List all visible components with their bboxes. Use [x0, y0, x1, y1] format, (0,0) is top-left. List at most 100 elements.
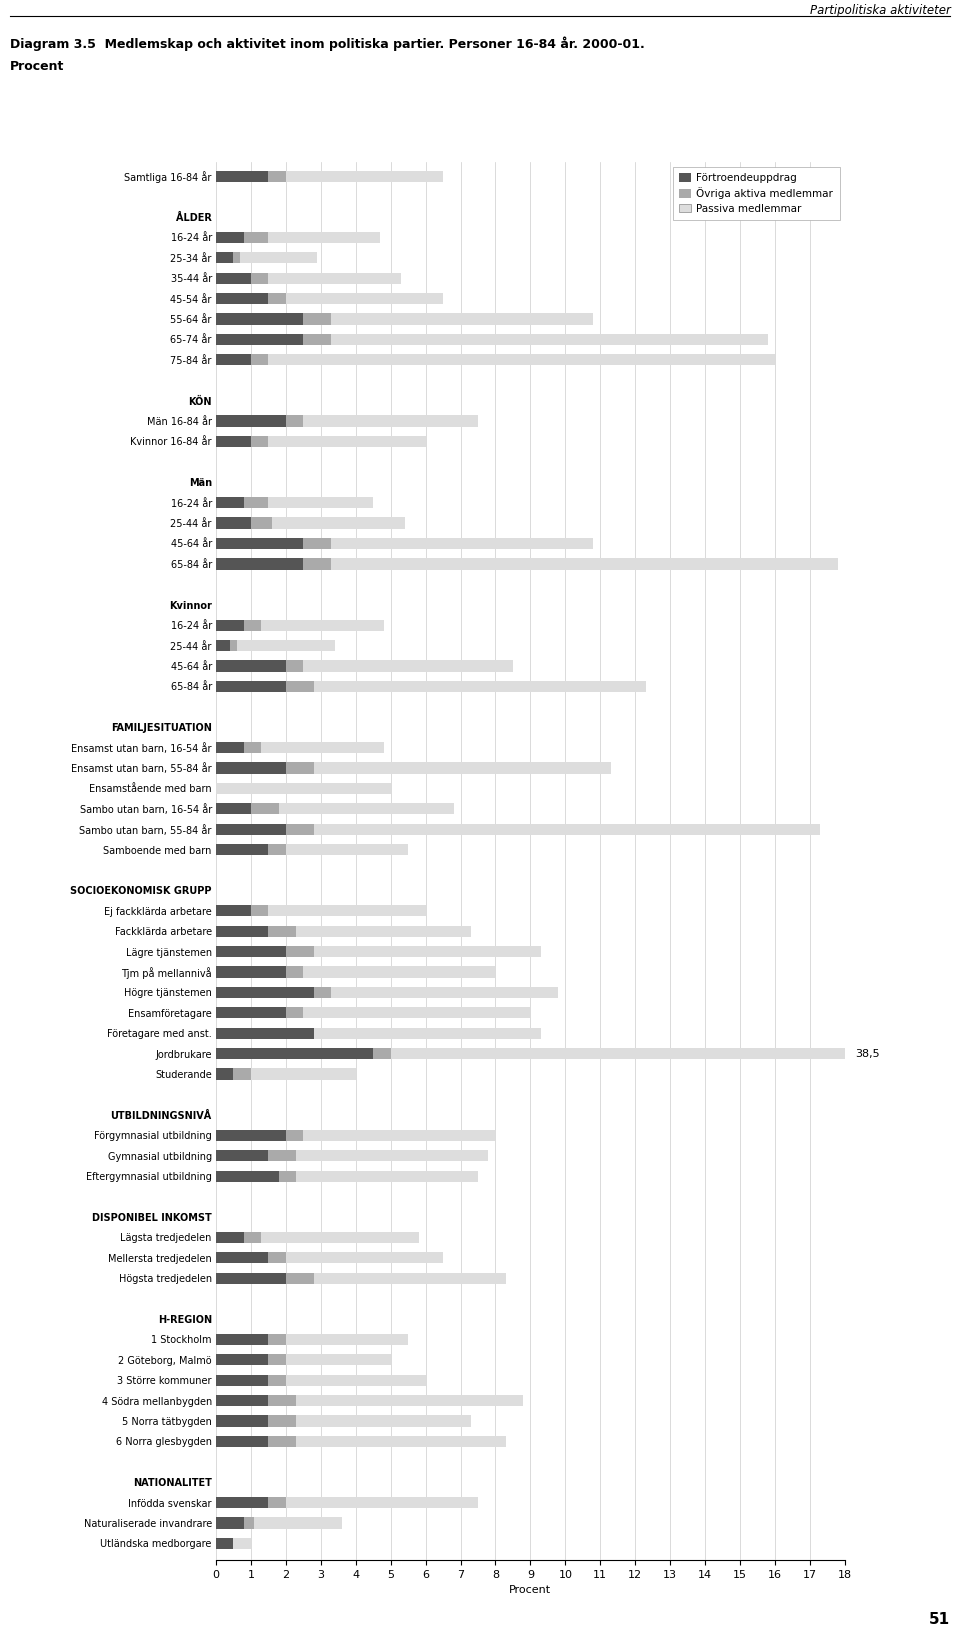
- Bar: [269, 1375, 286, 1386]
- Bar: [269, 1252, 286, 1264]
- Bar: [269, 497, 373, 508]
- Bar: [331, 538, 593, 549]
- Bar: [286, 293, 444, 304]
- Bar: [251, 1069, 356, 1079]
- Bar: [244, 497, 269, 508]
- Bar: [216, 170, 269, 181]
- Bar: [269, 1334, 286, 1346]
- Bar: [297, 925, 471, 937]
- Bar: [216, 517, 251, 528]
- Bar: [216, 947, 286, 956]
- Bar: [314, 1272, 506, 1283]
- Bar: [216, 334, 303, 345]
- Bar: [216, 1272, 286, 1283]
- Bar: [216, 1171, 278, 1182]
- Bar: [269, 906, 425, 917]
- Bar: [278, 803, 453, 814]
- Text: Procent: Procent: [10, 60, 64, 74]
- Bar: [261, 742, 384, 754]
- Bar: [269, 273, 401, 284]
- Bar: [286, 1498, 478, 1507]
- Bar: [391, 1048, 960, 1059]
- Bar: [303, 558, 331, 569]
- Bar: [216, 1498, 269, 1507]
- Bar: [216, 639, 230, 651]
- Bar: [216, 1007, 286, 1019]
- Bar: [331, 558, 838, 569]
- Bar: [216, 1069, 233, 1079]
- Bar: [303, 538, 331, 549]
- Bar: [303, 966, 495, 978]
- Bar: [269, 1498, 286, 1507]
- Bar: [216, 680, 286, 692]
- Text: Diagram 3.5  Medlemskap och aktivitet inom politiska partier. Personer 16-84 år.: Diagram 3.5 Medlemskap och aktivitet ino…: [10, 36, 644, 51]
- Bar: [286, 1354, 391, 1365]
- Bar: [216, 1048, 373, 1059]
- Bar: [269, 232, 380, 244]
- Bar: [314, 824, 821, 835]
- Bar: [233, 252, 240, 263]
- Bar: [244, 620, 261, 631]
- Bar: [286, 680, 314, 692]
- Bar: [233, 1069, 251, 1079]
- Bar: [286, 966, 303, 978]
- Bar: [286, 1252, 444, 1264]
- Legend: Förtroendeuppdrag, Övriga aktiva medlemmar, Passiva medlemmar: Förtroendeuppdrag, Övriga aktiva medlemm…: [673, 167, 840, 219]
- Bar: [331, 334, 768, 345]
- Bar: [216, 232, 244, 244]
- Bar: [314, 680, 646, 692]
- Bar: [216, 1517, 244, 1529]
- Bar: [244, 742, 261, 754]
- Bar: [251, 803, 278, 814]
- Bar: [216, 1354, 269, 1365]
- Bar: [251, 437, 269, 446]
- Bar: [216, 906, 251, 917]
- Bar: [314, 762, 611, 773]
- Bar: [303, 314, 331, 325]
- Bar: [286, 947, 314, 956]
- Bar: [216, 1252, 269, 1264]
- Bar: [314, 1028, 540, 1038]
- Bar: [251, 517, 272, 528]
- Bar: [297, 1416, 471, 1427]
- Bar: [303, 1130, 495, 1141]
- Bar: [216, 1231, 244, 1243]
- Bar: [230, 639, 237, 651]
- Bar: [331, 314, 593, 325]
- Bar: [237, 639, 335, 651]
- Bar: [216, 762, 286, 773]
- Bar: [314, 947, 540, 956]
- Text: Partipolitiska aktiviteter: Partipolitiska aktiviteter: [809, 3, 950, 16]
- Bar: [216, 1028, 314, 1038]
- Bar: [286, 415, 303, 427]
- X-axis label: Procent: Procent: [510, 1584, 551, 1596]
- Bar: [216, 1539, 233, 1548]
- Bar: [216, 1375, 269, 1386]
- Bar: [216, 415, 286, 427]
- Bar: [261, 620, 384, 631]
- Bar: [269, 1436, 297, 1447]
- Bar: [297, 1436, 506, 1447]
- Bar: [251, 906, 269, 917]
- Bar: [216, 925, 269, 937]
- Bar: [216, 661, 286, 672]
- Bar: [269, 437, 425, 446]
- Bar: [216, 558, 303, 569]
- Bar: [251, 355, 269, 366]
- Bar: [286, 824, 314, 835]
- Bar: [303, 415, 478, 427]
- Bar: [286, 1334, 408, 1346]
- Bar: [269, 1395, 297, 1406]
- Bar: [216, 844, 269, 855]
- Bar: [216, 314, 303, 325]
- Bar: [240, 252, 318, 263]
- Bar: [216, 538, 303, 549]
- Bar: [216, 803, 251, 814]
- Bar: [216, 966, 286, 978]
- Bar: [216, 1149, 269, 1161]
- Bar: [216, 355, 251, 366]
- Bar: [233, 1539, 251, 1548]
- Bar: [216, 824, 286, 835]
- Bar: [373, 1048, 391, 1059]
- Bar: [286, 661, 303, 672]
